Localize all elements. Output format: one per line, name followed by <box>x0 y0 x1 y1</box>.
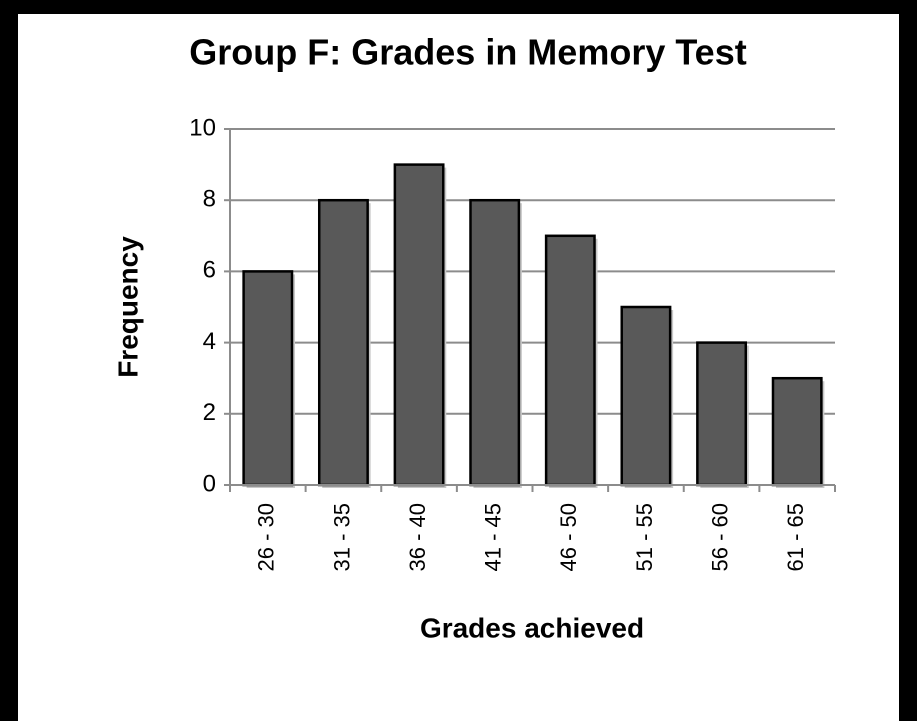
bar <box>771 376 823 487</box>
bar <box>469 198 521 487</box>
y-tick-label: 6 <box>203 257 216 284</box>
y-tick-label: 0 <box>203 470 216 497</box>
bar <box>620 305 672 487</box>
bar <box>544 234 596 487</box>
x-tick-label: 31 - 35 <box>329 503 354 572</box>
x-tick-label: 51 - 55 <box>632 503 657 572</box>
bar <box>242 270 294 487</box>
x-tick-label: 61 - 65 <box>783 503 808 572</box>
chart-title: Group F: Grades in Memory Test <box>189 32 746 73</box>
y-tick-label: 10 <box>189 114 216 141</box>
y-axis-label: Frequency <box>112 236 143 378</box>
y-tick-label: 4 <box>203 328 216 355</box>
x-axis-label: Grades achieved <box>420 612 644 643</box>
y-tick-label: 8 <box>203 186 216 213</box>
x-tick-label: 41 - 45 <box>481 503 506 572</box>
x-tick-label: 26 - 30 <box>254 503 279 572</box>
x-tick-label: 46 - 50 <box>556 503 581 572</box>
bar <box>696 341 748 487</box>
bar <box>393 163 445 487</box>
x-tick-label: 56 - 60 <box>707 503 732 572</box>
bar <box>317 198 369 487</box>
y-tick-label: 2 <box>203 399 216 426</box>
x-tick-label: 36 - 40 <box>405 503 430 572</box>
